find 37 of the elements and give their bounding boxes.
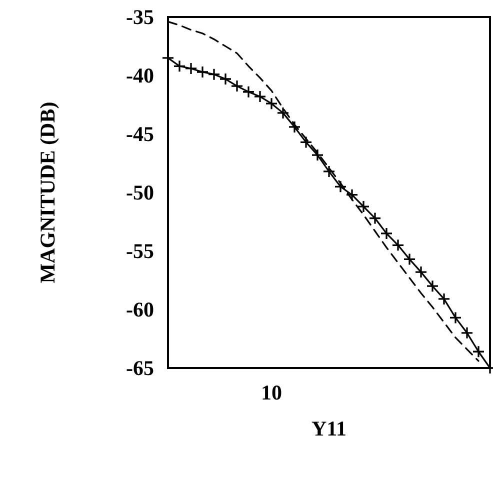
point — [278, 107, 288, 118]
point — [232, 80, 242, 92]
y-tick-label: -55 — [126, 239, 154, 263]
y-tick-label: -65 — [126, 356, 154, 380]
point — [427, 280, 438, 292]
point — [438, 293, 450, 304]
point — [289, 121, 300, 132]
y-tick-label: -60 — [126, 298, 154, 322]
x-axis-title: Y11 — [311, 416, 347, 440]
point — [220, 74, 231, 85]
point — [208, 68, 220, 80]
point — [370, 212, 380, 224]
y-tick-label: -35 — [126, 5, 154, 29]
point — [381, 228, 392, 239]
point — [462, 327, 472, 338]
point — [358, 201, 369, 212]
point — [346, 189, 358, 200]
point — [473, 346, 484, 358]
point — [416, 266, 426, 278]
point — [300, 136, 312, 148]
point — [392, 240, 404, 251]
point — [335, 181, 346, 192]
point — [404, 254, 415, 265]
y-tick-label: -40 — [126, 64, 154, 88]
point — [254, 91, 266, 102]
y-axis-title: MAGNITUDE (DB) — [36, 102, 60, 284]
y-tick-label: -45 — [126, 122, 154, 146]
point — [197, 66, 208, 78]
point — [266, 98, 277, 110]
x-tick-label: 10 — [261, 380, 282, 404]
point — [324, 166, 334, 177]
point — [174, 60, 185, 72]
point — [450, 312, 461, 324]
point — [312, 150, 323, 161]
y-tick-label: -50 — [126, 180, 154, 204]
point — [243, 86, 254, 98]
point — [186, 62, 196, 74]
